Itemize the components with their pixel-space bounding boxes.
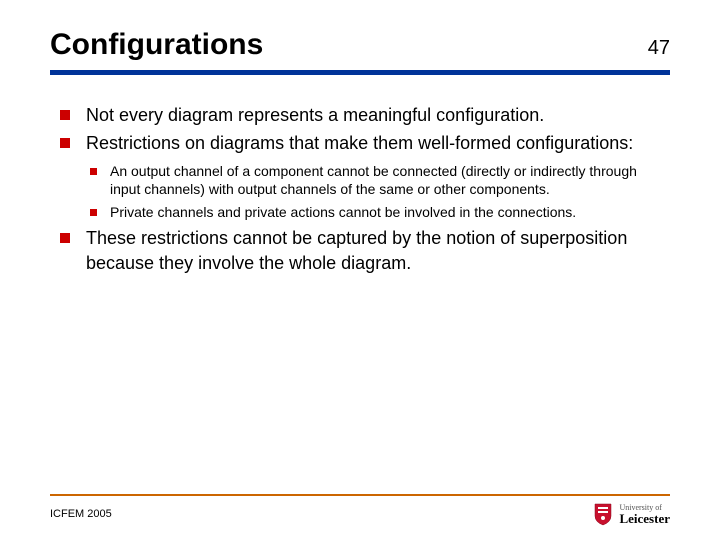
- bullet-text: Restrictions on diagrams that make them …: [86, 133, 633, 153]
- footer: ICFEM 2005 University of Leicester: [50, 502, 670, 526]
- content-area: Not every diagram represents a meaningfu…: [50, 103, 670, 275]
- slide-title: Configurations: [50, 28, 263, 62]
- bullet-list: Not every diagram represents a meaningfu…: [56, 103, 670, 275]
- title-rule: [50, 70, 670, 75]
- list-item: Restrictions on diagrams that make them …: [56, 131, 670, 222]
- bullet-text: Not every diagram represents a meaningfu…: [86, 105, 544, 125]
- list-item: Not every diagram represents a meaningfu…: [56, 103, 670, 127]
- bullet-text: These restrictions cannot be captured by…: [86, 228, 627, 272]
- header-row: Configurations 47: [50, 28, 670, 62]
- list-item: An output channel of a component cannot …: [86, 162, 670, 200]
- logo-text: University of Leicester: [619, 504, 670, 525]
- page-number: 47: [648, 37, 670, 60]
- list-item: These restrictions cannot be captured by…: [56, 226, 670, 275]
- footer-rule: [50, 494, 670, 496]
- shield-icon: [593, 502, 613, 526]
- list-item: Private channels and private actions can…: [86, 203, 670, 222]
- logo-bottom-line: Leicester: [619, 512, 670, 525]
- sub-bullet-list: An output channel of a component cannot …: [86, 162, 670, 223]
- footer-text: ICFEM 2005: [50, 508, 112, 520]
- slide: Configurations 47 Not every diagram repr…: [0, 0, 720, 540]
- bullet-text: An output channel of a component cannot …: [110, 163, 637, 198]
- bullet-text: Private channels and private actions can…: [110, 204, 576, 220]
- university-logo: University of Leicester: [593, 502, 670, 526]
